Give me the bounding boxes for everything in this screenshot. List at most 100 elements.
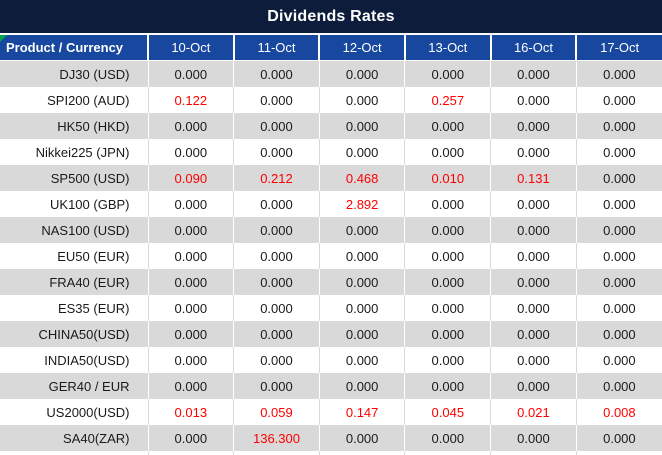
table-row: HK50 (HKD) 0.000 0.000 0.000 0.000 0.000 0.00… xyxy=(0,113,662,139)
table-row: FRA40 (EUR) 0.000 0.000 0.000 0.000 0.000 0.0… xyxy=(0,269,662,295)
table-row: SP500 (USD) 0.090 0.212 0.468 0.010 0.131 0.0… xyxy=(0,165,662,191)
value-cell: 0.000 xyxy=(233,87,320,113)
value-cell: 0.000 xyxy=(319,373,406,399)
value-cell: 0.000 xyxy=(404,295,492,321)
table-title-bar: Dividends Rates xyxy=(0,0,662,33)
product-cell: INDIA50(USD) xyxy=(0,347,149,373)
value-cell: 0.000 xyxy=(576,373,662,399)
product-cell: GER40 / EUR xyxy=(0,373,149,399)
table-row: SA40(ZAR) 0.000 136.300 0.000 0.000 0.000 0.0… xyxy=(0,425,662,451)
value-cell: 0.000 xyxy=(319,87,406,113)
table-row: US2000(USD) 0.013 0.059 0.147 0.045 0.021 0.0… xyxy=(0,399,662,425)
value-cell: 0.131 xyxy=(490,165,577,191)
value-cell: 0.000 xyxy=(148,425,235,451)
value-cell: 0.000 xyxy=(576,269,662,295)
product-currency-header: Product / Currency xyxy=(0,35,149,61)
value-cell: 0.000 xyxy=(404,60,492,87)
value-cell: 0.000 xyxy=(148,139,235,165)
value-cell: 0.010 xyxy=(404,165,492,191)
value-cell: 0.000 xyxy=(490,87,577,113)
value-cell: 0.000 xyxy=(148,269,235,295)
product-cell: SP500 (USD) xyxy=(0,165,149,191)
value-cell: 136.300 xyxy=(233,425,320,451)
product-cell: CHINA50(USD) xyxy=(0,321,149,347)
date-column-header: 12-Oct xyxy=(319,35,406,61)
value-cell: 0.000 xyxy=(490,321,577,347)
value-cell: 0.000 xyxy=(490,295,577,321)
value-cell: 0.000 xyxy=(490,425,577,451)
value-cell: 0.000 xyxy=(404,191,492,217)
value-cell: 0.000 xyxy=(490,191,577,217)
table-row: Nikkei225 (JPN) 0.000 0.000 0.000 0.000 0.00… xyxy=(0,139,662,165)
value-cell: 0.000 xyxy=(576,347,662,373)
value-cell: 0.000 xyxy=(576,165,662,191)
value-cell: 0.000 xyxy=(576,113,662,139)
value-cell: 0.000 xyxy=(233,191,320,217)
value-cell: 0.000 xyxy=(148,295,235,321)
value-cell: 0.000 xyxy=(490,269,577,295)
value-cell: 0.000 xyxy=(148,321,235,347)
product-cell: SA40(ZAR) xyxy=(0,425,149,451)
value-cell: 0.000 xyxy=(490,139,577,165)
value-cell: 0.000 xyxy=(404,373,492,399)
value-cell: 0.013 xyxy=(148,399,235,425)
value-cell: 0.000 xyxy=(319,139,406,165)
value-cell: 0.000 xyxy=(576,321,662,347)
table-row: GER40 / EUR 0.000 0.000 0.000 0.000 0.000 0.0… xyxy=(0,373,662,399)
product-cell: DJ30 (USD) xyxy=(0,60,149,87)
table-row: DJ30 (USD) 0.000 0.000 0.000 0.000 0.000 0.00… xyxy=(0,60,662,87)
value-cell: 0.000 xyxy=(404,243,492,269)
value-cell: 0.000 xyxy=(490,347,577,373)
value-cell: 0.000 xyxy=(404,425,492,451)
partial-row xyxy=(0,451,662,455)
value-cell: 0.000 xyxy=(233,60,320,87)
value-cell: 0.000 xyxy=(490,373,577,399)
value-cell: 0.000 xyxy=(148,373,235,399)
value-cell: 0.000 xyxy=(233,217,320,243)
value-cell: 0.000 xyxy=(148,60,235,87)
date-column-header: 16-Oct xyxy=(490,35,578,61)
value-cell: 0.000 xyxy=(233,295,320,321)
product-cell: NAS100 (USD) xyxy=(0,217,149,243)
header-row: Product / Currency 10-Oct 11-Oct 12-Oct … xyxy=(0,35,662,61)
value-cell: 0.000 xyxy=(233,347,320,373)
value-cell: 0.000 xyxy=(319,60,406,87)
product-cell: SPI200 (AUD) xyxy=(0,87,149,113)
value-cell: 0.000 xyxy=(404,269,492,295)
value-cell: 0.000 xyxy=(233,321,320,347)
value-cell: 0.000 xyxy=(319,425,406,451)
value-cell: 0.000 xyxy=(576,139,662,165)
value-cell: 0.000 xyxy=(404,321,492,347)
date-column-header: 13-Oct xyxy=(404,35,492,61)
value-cell: 0.000 xyxy=(233,113,320,139)
product-cell: ES35 (EUR) xyxy=(0,295,149,321)
table-row: ES35 (EUR) 0.000 0.000 0.000 0.000 0.000 0.00… xyxy=(0,295,662,321)
value-cell: 0.021 xyxy=(490,399,577,425)
product-cell: EU50 (EUR) xyxy=(0,243,149,269)
value-cell: 0.000 xyxy=(148,191,235,217)
product-cell: Nikkei225 (JPN) xyxy=(0,139,149,165)
table-row: CHINA50(USD) 0.000 0.000 0.000 0.000 0.000 0.… xyxy=(0,321,662,347)
value-cell: 0.000 xyxy=(233,269,320,295)
value-cell: 0.000 xyxy=(404,113,492,139)
value-cell: 0.000 xyxy=(319,113,406,139)
table-title: Dividends Rates xyxy=(267,7,395,25)
value-cell: 0.000 xyxy=(576,425,662,451)
value-cell: 0.000 xyxy=(148,243,235,269)
value-cell: 0.000 xyxy=(490,113,577,139)
date-column-header: 17-Oct xyxy=(576,35,662,61)
value-cell: 0.000 xyxy=(319,295,406,321)
value-cell: 0.000 xyxy=(404,217,492,243)
value-cell: 0.000 xyxy=(576,87,662,113)
value-cell: 0.257 xyxy=(404,87,492,113)
value-cell: 0.000 xyxy=(319,217,406,243)
table-row: UK100 (GBP) 0.000 0.000 2.892 0.000 0.000 0.0… xyxy=(0,191,662,217)
value-cell: 0.000 xyxy=(233,373,320,399)
value-cell: 0.147 xyxy=(319,399,406,425)
value-cell: 0.000 xyxy=(490,243,577,269)
value-cell: 0.000 xyxy=(404,347,492,373)
value-cell: 0.468 xyxy=(319,165,406,191)
value-cell: 0.000 xyxy=(148,347,235,373)
value-cell: 0.000 xyxy=(148,113,235,139)
